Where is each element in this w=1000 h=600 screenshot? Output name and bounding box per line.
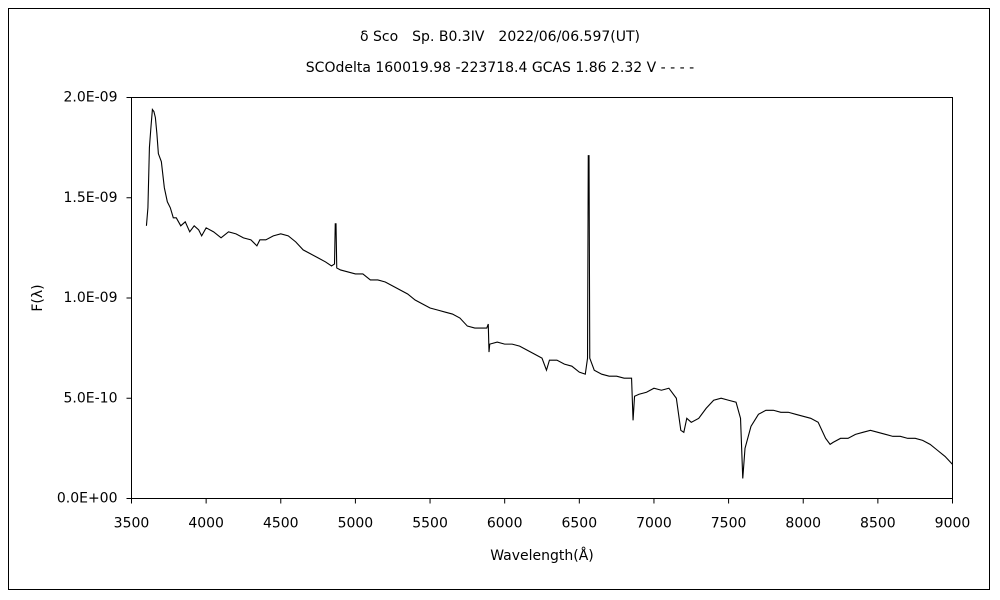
x-tick-label: 6500 [561, 516, 597, 532]
spectrum-line [145, 108, 953, 479]
y-axis-label: F(λ) [30, 284, 46, 311]
x-tick-label: 8000 [785, 516, 821, 532]
y-tick-label: 0.0E+00 [57, 491, 118, 507]
plot-area [131, 97, 953, 499]
chart-frame [8, 8, 990, 590]
y-tick-label: 1.0E-09 [64, 290, 118, 306]
x-tick-label: 4000 [188, 516, 224, 532]
chart-title: δ Sco Sp. B0.3IV 2022/06/06.597(UT) [360, 29, 640, 45]
x-tick-label: 7500 [711, 516, 747, 532]
x-tick-label: 9000 [935, 516, 971, 532]
y-tick-label: 2.0E-09 [64, 90, 118, 106]
y-tick-label: 1.5E-09 [64, 190, 118, 206]
y-tick-label: 5.0E-10 [64, 390, 118, 406]
x-tick-label: 4500 [263, 516, 299, 532]
x-tick-label: 5500 [412, 516, 448, 532]
x-tick-label: 5000 [338, 516, 374, 532]
x-tick-label: 3500 [114, 516, 150, 532]
x-tick-label: 6000 [487, 516, 523, 532]
x-tick-label: 7000 [636, 516, 672, 532]
x-tick-label: 8500 [860, 516, 896, 532]
chart-subtitle: SCOdelta 160019.98 -223718.4 GCAS 1.86 2… [306, 60, 694, 76]
x-axis-label: Wavelength(Å) [490, 547, 594, 564]
